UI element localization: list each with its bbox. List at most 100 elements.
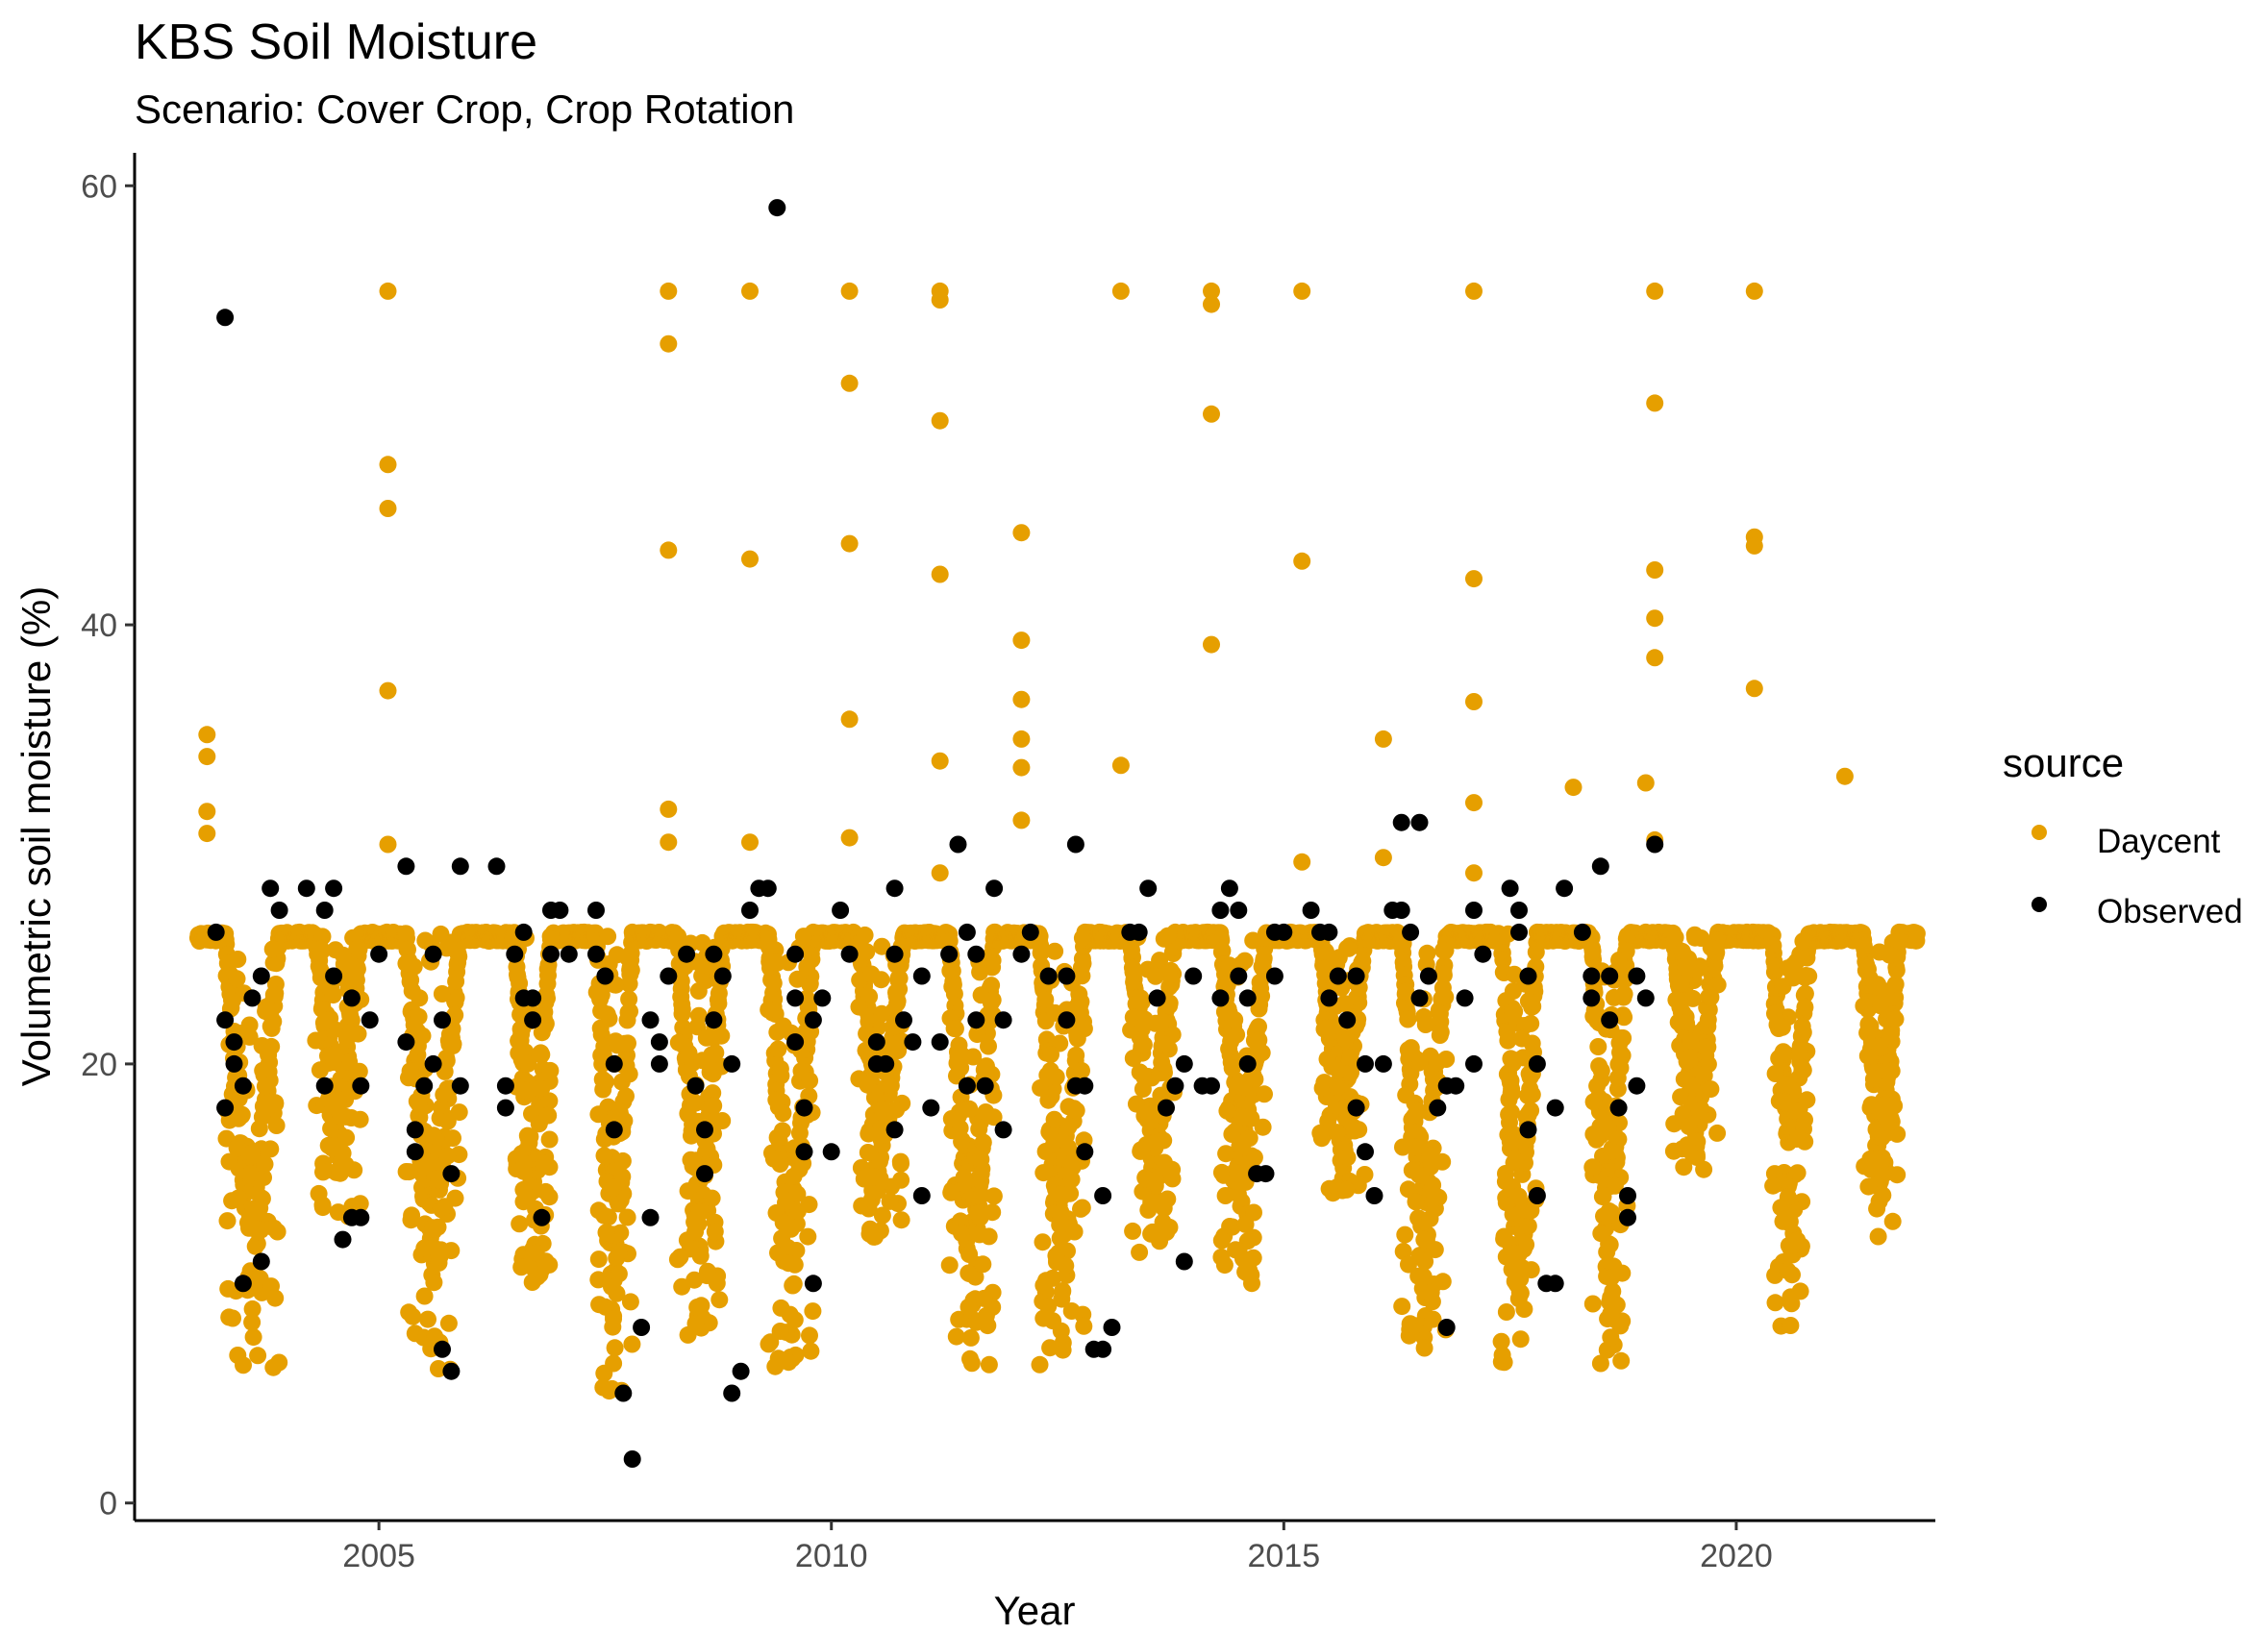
daycent-point [1067, 1046, 1085, 1064]
observed-point [560, 945, 578, 963]
daycent-point [1646, 394, 1664, 412]
daycent-point [326, 941, 344, 959]
daycent-point [840, 374, 859, 392]
daycent-point [672, 972, 690, 990]
daycent-point [1408, 1138, 1426, 1156]
daycent-point [1599, 1119, 1617, 1137]
observed-point [596, 967, 614, 985]
observed-point [1211, 989, 1230, 1007]
daycent-point [198, 803, 216, 821]
daycent-point [1215, 1256, 1234, 1275]
daycent-point [1509, 1187, 1528, 1205]
daycent-point [1773, 1018, 1791, 1036]
daycent-point [243, 1313, 262, 1331]
observed-point [1510, 923, 1528, 941]
daycent-point [1054, 1341, 1072, 1359]
daycent-point [1234, 1136, 1252, 1154]
observed-point [1546, 1099, 1564, 1117]
chart-subtitle: Scenario: Cover Crop, Crop Rotation [135, 87, 795, 132]
daycent-point [1606, 1176, 1624, 1195]
daycent-point [1494, 951, 1512, 969]
daycent-point [1012, 631, 1031, 650]
daycent-point [592, 985, 611, 1003]
observed-point [1175, 1054, 1193, 1073]
daycent-point [617, 1087, 635, 1105]
y-tick-label: 60 [81, 168, 117, 205]
daycent-point [1690, 1102, 1708, 1120]
x-axis-title: Year [994, 1588, 1076, 1633]
daycent-point [1244, 1249, 1262, 1267]
daycent-point [1394, 1243, 1412, 1260]
observed-point [1265, 967, 1284, 985]
daycent-point [1345, 1122, 1363, 1140]
daycent-point [266, 1095, 285, 1113]
daycent-point [689, 982, 708, 1000]
daycent-point [1400, 1255, 1417, 1274]
daycent-point [534, 1154, 552, 1173]
daycent-point [774, 1104, 792, 1123]
daycent-point [263, 940, 282, 958]
daycent-point [1329, 1078, 1347, 1097]
daycent-point [596, 1073, 614, 1091]
daycent-point [1465, 794, 1483, 812]
daycent-point [1497, 1165, 1514, 1182]
daycent-point [337, 1128, 356, 1147]
daycent-point [1032, 944, 1050, 962]
daycent-point [881, 1192, 899, 1210]
observed-point [243, 989, 262, 1007]
daycent-point [1583, 1158, 1602, 1176]
daycent-point [968, 1026, 986, 1044]
daycent-point [595, 1364, 613, 1382]
observed-point [434, 1340, 451, 1358]
daycent-point [1678, 1136, 1696, 1154]
daycent-point [1132, 989, 1150, 1007]
x-axis-ticks: 2005 2010 2015 2020 [342, 1521, 1773, 1574]
daycent-point [322, 1120, 340, 1138]
daycent-point [251, 1199, 269, 1217]
daycent-point [1592, 1062, 1610, 1079]
daycent-point [947, 1327, 965, 1346]
daycent-point [1788, 1164, 1807, 1182]
observed-point [1465, 1054, 1483, 1073]
daycent-point [1232, 1107, 1250, 1126]
daycent-point [792, 1062, 810, 1080]
daycent-point [862, 965, 881, 983]
daycent-point [1154, 1213, 1172, 1231]
daycent-point [1124, 1050, 1142, 1067]
observed-point [1510, 902, 1528, 919]
daycent-point [324, 1053, 342, 1071]
daycent-point [1514, 1049, 1533, 1067]
daycent-point [539, 1106, 558, 1125]
observed-point [496, 1077, 514, 1095]
daycent-point [868, 1182, 886, 1201]
daycent-point [1223, 1059, 1241, 1077]
daycent-point [1062, 1302, 1081, 1320]
daycent-point [953, 1225, 971, 1243]
daycent-point [1374, 849, 1392, 867]
daycent-point [699, 1262, 716, 1280]
daycent-point [342, 1026, 361, 1044]
daycent-point [890, 969, 909, 987]
observed-point [985, 879, 1004, 898]
daycent-point [685, 1271, 704, 1289]
daycent-point [1782, 1317, 1800, 1334]
daycent-point [1800, 967, 1818, 985]
daycent-point [597, 1224, 615, 1242]
daycent-point [788, 1185, 807, 1203]
daycent-point [771, 1323, 789, 1340]
daycent-point [1465, 282, 1483, 300]
observed-point [1619, 1208, 1636, 1226]
daycent-point [379, 456, 397, 474]
observed-point [1058, 967, 1076, 985]
daycent-point [1862, 1096, 1881, 1114]
observed-point [442, 1165, 461, 1183]
daycent-point [621, 1003, 638, 1021]
daycent-point [769, 1040, 787, 1058]
daycent-point [511, 1215, 529, 1233]
daycent-point [892, 1211, 910, 1229]
daycent-point [1336, 1030, 1355, 1049]
daycent-point [1870, 1038, 1888, 1056]
daycent-point [198, 748, 216, 766]
daycent-point [1859, 1177, 1878, 1196]
